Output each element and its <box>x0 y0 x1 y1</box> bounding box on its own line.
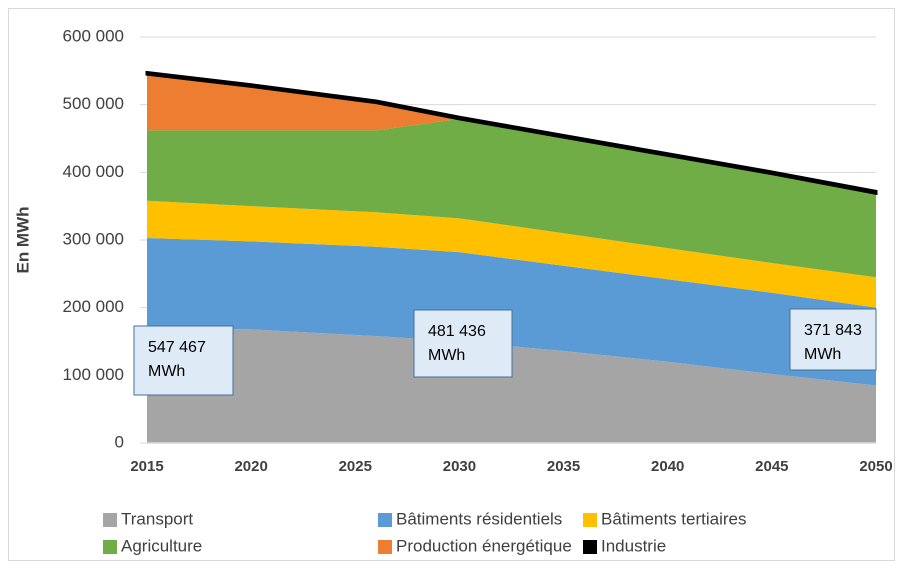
legend-swatch <box>378 540 392 554</box>
legend-label: Transport <box>121 509 193 528</box>
legend-swatch <box>583 513 597 527</box>
x-tick-label: 2030 <box>443 458 476 475</box>
y-tick-label: 600 000 <box>63 26 124 45</box>
area <box>145 70 878 196</box>
x-tick-label: 2025 <box>339 458 372 475</box>
x-tick-label: 2015 <box>130 458 163 475</box>
legend-label: Agriculture <box>121 536 202 555</box>
legend-label: Bâtiments tertiaires <box>601 509 747 528</box>
y-tick-label: 400 000 <box>63 162 124 181</box>
legend-label: Production énergétique <box>396 536 572 555</box>
annotation-text: MWh <box>148 363 185 380</box>
annotation-text: 371 843 <box>804 322 862 339</box>
legend-swatch <box>103 513 117 527</box>
x-tick-label: 2045 <box>755 458 788 475</box>
y-tick-label: 0 <box>115 432 124 451</box>
x-tick-label: 2035 <box>547 458 580 475</box>
y-tick-label: 200 000 <box>63 297 124 316</box>
annotation-text: 481 436 <box>428 323 486 340</box>
annotation-box <box>789 308 877 371</box>
legend-swatch <box>378 513 392 527</box>
area <box>147 74 876 194</box>
x-tick-label: 2020 <box>234 458 267 475</box>
area <box>147 200 876 308</box>
x-tick-label: 2040 <box>651 458 684 475</box>
annotation-box <box>413 309 513 378</box>
x-tick-label: 2050 <box>859 458 892 475</box>
area <box>147 118 876 278</box>
legend-label: Bâtiments résidentiels <box>396 509 562 528</box>
annotation-text: MWh <box>804 346 841 363</box>
y-tick-label: 500 000 <box>63 94 124 113</box>
y-tick-label: 100 000 <box>63 365 124 384</box>
annotation-text: 547 467 <box>148 339 206 356</box>
annotation-box <box>133 325 234 396</box>
legend-swatch <box>583 540 597 554</box>
legend-swatch <box>103 540 117 554</box>
legend-label: Industrie <box>601 536 666 555</box>
y-tick-label: 300 000 <box>63 229 124 248</box>
area <box>147 327 876 443</box>
annotation-text: MWh <box>428 347 465 364</box>
y-axis-title: En MWh <box>13 206 32 273</box>
